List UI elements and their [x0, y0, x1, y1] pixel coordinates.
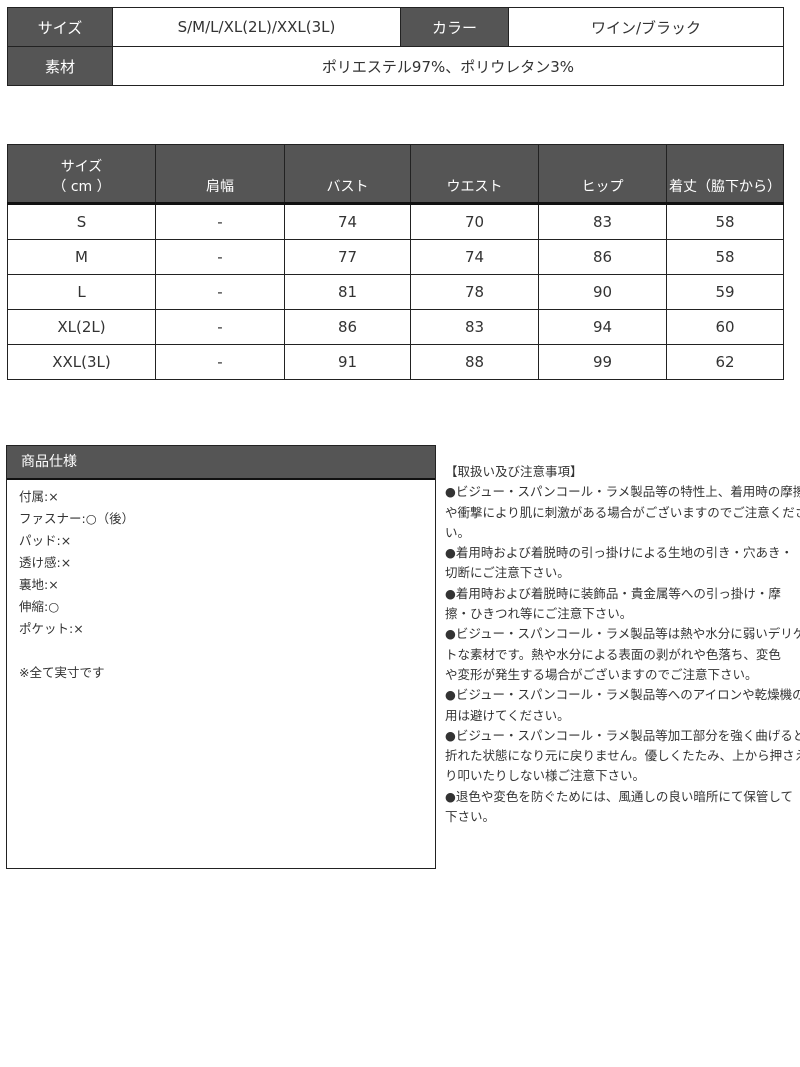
table-cell: -: [155, 309, 285, 345]
table-cell: XL(2L): [7, 309, 156, 345]
spec-item: 付属:×: [19, 489, 59, 504]
note-line: ●着用時および着脱時の引っ掛けによる生地の引き・穴あき・: [445, 545, 794, 561]
spec-box: 商品仕様 付属:× ファスナー:○（後） パッド:× 透け感:× 裏地:× 伸縮:○ ポケッ…: [6, 445, 436, 869]
table-cell: 58: [666, 203, 784, 240]
note-line: り叩いたりしない様ご注意下さい。: [445, 768, 646, 784]
table-cell: 58: [666, 239, 784, 275]
product-info-table: サイズ S/M/L/XL(2L)/XXL(3L) カラー ワイン/ブラック 素材…: [7, 7, 784, 86]
header-shoulder: 肩幅: [155, 144, 285, 205]
table-cell: -: [155, 344, 285, 380]
note-line: ●ビジュー・スパンコール・ラメ製品等加工部分を強く曲げると: [445, 727, 800, 743]
table-row: S -74 70 83 58: [7, 203, 784, 240]
table-cell: 78: [410, 274, 539, 310]
table-cell: 86: [284, 309, 411, 345]
table-row: L -81 78 90 59: [7, 274, 784, 310]
note-line: ●着用時および着脱時に装飾品・貴金属等への引っ掛け・摩: [445, 585, 781, 601]
table-cell: M: [7, 239, 156, 275]
note-line: ●ビジュー・スパンコール・ラメ製品等の特性上、着用時の摩擦: [445, 484, 800, 500]
note-line: 切断にご注意下さい。: [445, 565, 570, 581]
note-line: ●ビジュー・スパンコール・ラメ製品等は熱や水分に弱いデリケー: [445, 626, 800, 642]
header-length: 着丈（脇下から）: [666, 144, 784, 205]
spec-note: ※全て実寸です: [19, 665, 105, 680]
spec-item: 透け感:×: [19, 555, 72, 570]
table-cell: -: [155, 203, 285, 240]
table-cell: 74: [410, 239, 539, 275]
note-line: や変形が発生する場合がございますのでご注意下さい。: [445, 666, 758, 682]
table-cell: -: [155, 239, 285, 275]
size-value: S/M/L/XL(2L)/XXL(3L): [112, 7, 401, 47]
table-row: XXL(3L) -91 88 99 62: [7, 344, 784, 380]
table-row: M -77 74 86 58: [7, 239, 784, 275]
material-value: ポリエステル97%、ポリウレタン3%: [112, 46, 784, 86]
note-line: 折れた状態になり元に戻りません。優しくたたみ、上から押さえた: [445, 748, 800, 764]
table-cell: 59: [666, 274, 784, 310]
table-cell: XXL(3L): [7, 344, 156, 380]
note-line: や衝撃により肌に刺激がある場合がございますのでご注意くださ: [445, 504, 800, 520]
table-cell: 70: [410, 203, 539, 240]
header-size: サイズ（ cm ）: [7, 144, 156, 205]
header-bust: バスト: [284, 144, 411, 205]
table-cell: 86: [538, 239, 667, 275]
header-waist: ウエスト: [410, 144, 539, 205]
notes-title: 【取扱い及び注意事項】: [445, 464, 583, 479]
color-label: カラー: [400, 7, 509, 47]
note-line: ●退色や変色を防ぐためには、風通しの良い暗所にて保管して: [445, 788, 794, 804]
table-cell: 60: [666, 309, 784, 345]
spec-item: パッド:×: [19, 533, 72, 548]
note-line: 下さい。: [445, 809, 496, 825]
spec-title: 商品仕様: [7, 446, 435, 480]
table-cell: -: [155, 274, 285, 310]
note-line: トな素材です。熱や水分による表面の剥がれや色落ち、変色: [445, 646, 781, 662]
table-cell: 91: [284, 344, 411, 380]
color-value: ワイン/ブラック: [508, 7, 784, 47]
spec-item: 裏地:×: [19, 577, 59, 592]
spec-item: ファスナー:○（後）: [19, 511, 135, 526]
spec-item: ポケット:×: [19, 621, 84, 636]
table-cell: L: [7, 274, 156, 310]
table-cell: S: [7, 203, 156, 240]
table-cell: 83: [410, 309, 539, 345]
size-table: サイズ（ cm ） 肩幅 バスト ウエスト ヒップ 着丈（脇下から） S -74 7…: [7, 144, 784, 380]
table-cell: 74: [284, 203, 411, 240]
table-cell: 83: [538, 203, 667, 240]
table-cell: 77: [284, 239, 411, 275]
note-line: 用は避けてください。: [445, 707, 570, 723]
care-notes: 【取扱い及び注意事項】 ●ビジュー・スパンコール・ラメ製品等の特性上、着用時の摩…: [445, 462, 800, 827]
material-label: 素材: [7, 46, 113, 86]
note-line: 擦・ひきつれ等にご注意下さい。: [445, 606, 633, 622]
size-label: サイズ: [7, 7, 113, 47]
table-cell: 94: [538, 309, 667, 345]
table-cell: 90: [538, 274, 667, 310]
table-row: XL(2L) -86 83 94 60: [7, 309, 784, 345]
table-cell: 99: [538, 344, 667, 380]
header-hip: ヒップ: [538, 144, 667, 205]
table-cell: 62: [666, 344, 784, 380]
spec-item: 伸縮:○: [19, 599, 60, 614]
note-line: い。: [445, 524, 471, 540]
note-line: ●ビジュー・スパンコール・ラメ製品等へのアイロンや乾燥機の使: [445, 687, 800, 703]
table-cell: 81: [284, 274, 411, 310]
table-cell: 88: [410, 344, 539, 380]
